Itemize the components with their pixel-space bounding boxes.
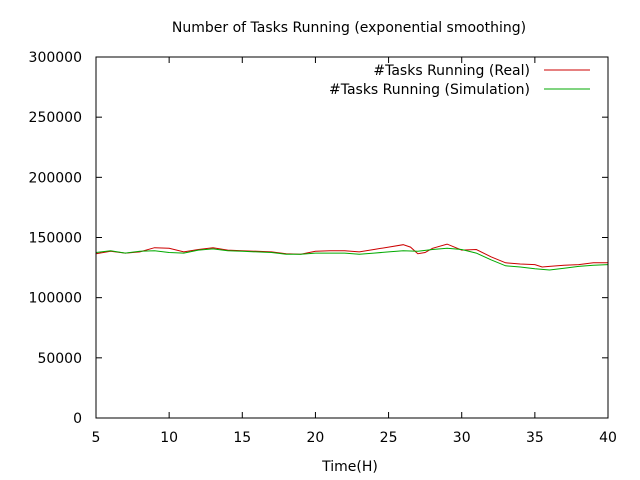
x-tick-label: 10 — [160, 430, 178, 446]
x-tick-label: 40 — [599, 430, 617, 446]
y-tick-label: 250000 — [29, 110, 82, 126]
x-tick-label: 35 — [526, 430, 544, 446]
series-line-1 — [95, 247, 609, 271]
series-line-0 — [95, 243, 608, 268]
y-tick-label: 0 — [73, 411, 82, 427]
legend-label-1: #Tasks Running (Simulation) — [329, 82, 530, 98]
x-tick-label: 15 — [233, 430, 251, 446]
x-axis-ticks: 5 10 15 20 25 30 35 40 — [92, 57, 617, 446]
x-tick-label: 30 — [453, 430, 471, 446]
y-tick-label: 300000 — [29, 50, 82, 66]
legend: #Tasks Running (Real) #Tasks Running (Sim… — [329, 63, 590, 98]
y-tick-label: 200000 — [29, 170, 82, 186]
chart-title: Number of Tasks Running (exponential smo… — [172, 20, 526, 36]
legend-label-0: #Tasks Running (Real) — [373, 63, 530, 79]
plot-lines — [95, 243, 609, 271]
y-tick-label: 150000 — [29, 231, 82, 247]
y-tick-label: 100000 — [29, 291, 82, 307]
y-axis-ticks: 0 50000 100000 150000 200000 250000 300000 — [29, 50, 608, 427]
plot-frame — [95, 56, 609, 419]
x-tick-label: 5 — [92, 430, 101, 446]
x-tick-label: 25 — [380, 430, 398, 446]
x-tick-label: 20 — [307, 430, 325, 446]
y-tick-label: 50000 — [37, 351, 82, 367]
x-axis-label: Time(H) — [321, 459, 378, 475]
